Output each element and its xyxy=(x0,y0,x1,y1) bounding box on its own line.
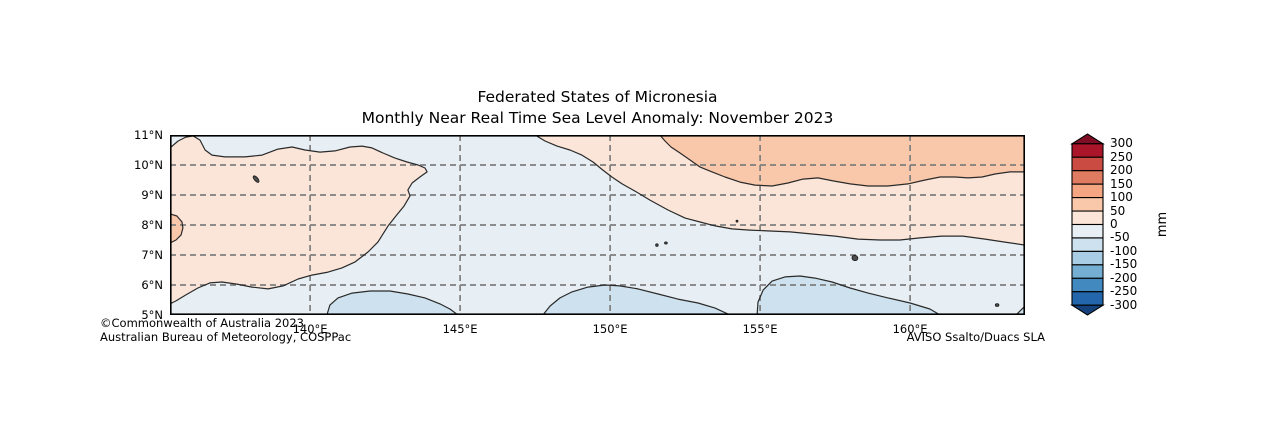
colorbar-segment xyxy=(1071,197,1104,212)
data-source-text: AVISO Ssalto/Duacs SLA xyxy=(906,330,1045,344)
colorbar-segment xyxy=(1071,183,1104,199)
lat-tick-label: 8°N xyxy=(141,218,163,232)
region-south-negative-patch-central xyxy=(542,285,731,315)
contour-west-edge-positive-blob xyxy=(170,213,184,244)
colorbar-segment xyxy=(1071,250,1104,266)
colorbar-segment xyxy=(1071,264,1104,279)
colorbar-tick-label: 50 xyxy=(1110,203,1126,218)
colorbar-tick-label: -50 xyxy=(1110,230,1130,245)
colorbar-tick-label: -150 xyxy=(1110,257,1138,272)
lat-tick-label: 5°N xyxy=(141,308,163,322)
contour-west-positive-anomaly xyxy=(170,135,428,305)
sea-level-anomaly-map xyxy=(170,135,1025,315)
colorbar-segment xyxy=(1071,237,1104,252)
colorbar-segment xyxy=(1071,223,1104,239)
lon-tick-label: 160°E xyxy=(892,322,928,336)
lon-tick-label: 140°E xyxy=(292,322,328,336)
lat-tick-label: 6°N xyxy=(141,278,163,292)
contour-south-negative-patch-west xyxy=(326,290,459,315)
island-marker xyxy=(851,254,859,262)
colorbar-unit-label: mm xyxy=(1155,211,1171,238)
colorbar-segment xyxy=(1071,170,1104,185)
chart-title-block: Federated States of Micronesia Monthly N… xyxy=(170,87,1025,129)
colorbar xyxy=(1070,133,1105,316)
chart-subtitle: Monthly Near Real Time Sea Level Anomaly… xyxy=(361,109,834,127)
island-marker xyxy=(655,243,659,247)
lon-tick-label: 155°E xyxy=(742,322,778,336)
island-marker xyxy=(252,175,260,183)
colorbar-segment xyxy=(1071,143,1104,158)
colorbar-tick-label: 0 xyxy=(1110,217,1118,231)
agency-text: Australian Bureau of Meteorology, COSPPa… xyxy=(100,330,352,344)
lat-tick-label: 9°N xyxy=(141,188,163,202)
lat-tick-label: 10°N xyxy=(134,158,163,172)
colorbar-segment xyxy=(1071,210,1104,226)
lat-tick-label: 11°N xyxy=(134,128,163,142)
lat-tick-label: 7°N xyxy=(141,248,163,262)
contour-east-positive-band xyxy=(534,135,1025,246)
contour-northeast-positive-anomaly xyxy=(659,135,1025,187)
colorbar-segment xyxy=(1071,277,1104,293)
contour-south-negative-patch-central xyxy=(542,284,731,315)
colorbar-extend-over xyxy=(1070,133,1105,145)
map-frame xyxy=(170,135,1025,315)
island-marker xyxy=(994,303,1000,307)
colorbar-tick-label: -300 xyxy=(1110,297,1138,312)
colorbar-tick-label: -200 xyxy=(1110,270,1138,285)
colorbar-tick-label: -100 xyxy=(1110,243,1138,258)
colorbar-tick-label: 150 xyxy=(1110,176,1133,191)
copyright-text: ©Commonwealth of Australia 2023 xyxy=(100,316,305,330)
lon-tick-label: 145°E xyxy=(442,322,478,336)
colorbar-tick-label: 250 xyxy=(1110,149,1133,164)
colorbar-tick-label: -250 xyxy=(1110,284,1138,299)
colorbar-segment xyxy=(1071,156,1104,172)
island-marker xyxy=(735,219,739,223)
lon-tick-label: 150°E xyxy=(592,322,628,336)
colorbar-segment xyxy=(1071,291,1104,306)
chart-title: Federated States of Micronesia xyxy=(477,88,718,106)
colorbar-extend-under xyxy=(1070,304,1105,316)
contour-south-negative-patch-east xyxy=(756,275,941,315)
colorbar-tick-label: 300 xyxy=(1110,136,1133,151)
region-south-negative-patch-west xyxy=(326,291,458,315)
region-west-positive-anomaly xyxy=(170,135,428,304)
colorbar-tick-label: 100 xyxy=(1110,190,1133,205)
colorbar-tick-label: 200 xyxy=(1110,163,1133,178)
island-marker xyxy=(664,241,668,245)
region-northeast-positive-anomaly xyxy=(659,135,1025,186)
